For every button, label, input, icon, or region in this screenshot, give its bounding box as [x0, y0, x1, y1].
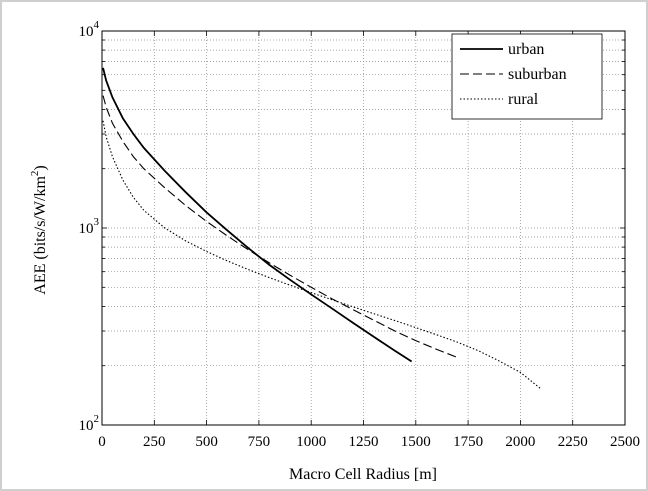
series-line-rural [102, 120, 542, 390]
y-tick-label-base: 10 [79, 418, 94, 434]
x-tick-label: 250 [143, 434, 166, 450]
legend-label-suburban: suburban [508, 66, 567, 83]
y-tick-label-exponent: 3 [94, 216, 100, 228]
y-tick-label-base: 10 [79, 24, 94, 40]
x-tick-label: 2500 [610, 434, 640, 450]
y-tick-label: 103 [79, 216, 100, 237]
x-tick-label: 1500 [401, 434, 431, 450]
y-axis-label-superscript: 2 [29, 171, 41, 177]
x-tick-label: 1750 [453, 434, 483, 450]
grid-lines [102, 31, 625, 425]
x-tick-label: 750 [248, 434, 271, 450]
y-axis-label: AEE (bits/s/W/km2) [29, 165, 49, 294]
legend-label-urban: urban [508, 41, 544, 58]
y-tick-label-exponent: 4 [94, 19, 100, 31]
y-axis-label-main: AEE (bits/s/W/km [32, 176, 49, 295]
series-line-urban [102, 67, 413, 363]
series-lines [102, 67, 542, 390]
x-tick-label: 2250 [558, 434, 588, 450]
legend: urban suburban rural [451, 33, 603, 120]
legend-label-rural: rural [508, 91, 539, 108]
x-tick-label: 1000 [296, 434, 326, 450]
x-tick-labels: 0 250 500 750 1000 1250 1500 1750 2000 2250 2500 [98, 434, 640, 450]
y-tick-label: 102 [79, 413, 100, 434]
y-tick-label-base: 10 [79, 221, 94, 237]
x-tick-label: 0 [98, 434, 106, 450]
series-line-suburban [102, 95, 458, 359]
y-axis-label-close: ) [32, 165, 49, 170]
x-tick-label: 500 [195, 434, 218, 450]
x-tick-label: 2000 [505, 434, 535, 450]
x-tick-label: 1250 [349, 434, 379, 450]
plot-area-border [101, 30, 626, 426]
y-tick-label-exponent: 2 [94, 413, 100, 425]
x-axis-label: Macro Cell Radius [m] [289, 466, 437, 483]
y-tick-label: 104 [79, 19, 100, 40]
